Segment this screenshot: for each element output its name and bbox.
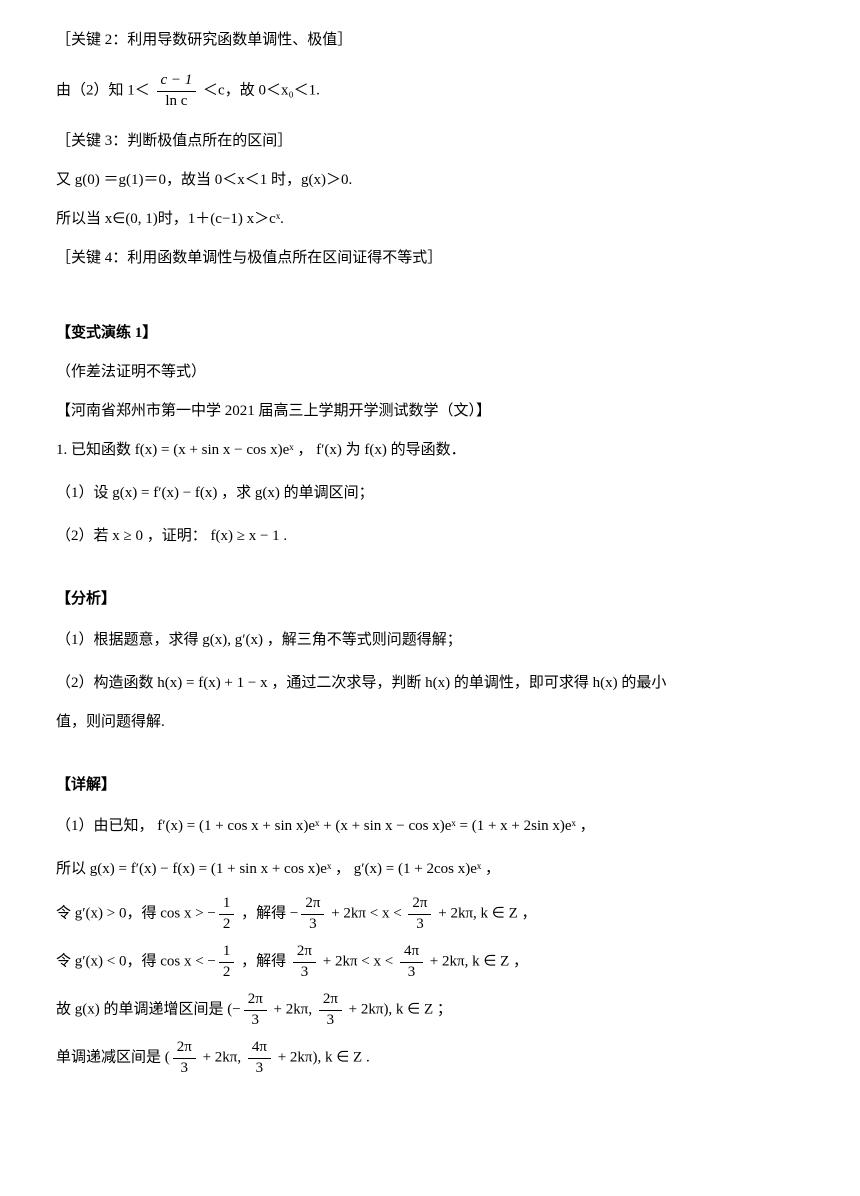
detail-5-post: + 2kπ), k ∈ Z ； (345, 1001, 452, 1017)
detail-6-mid: + 2kπ, (199, 1049, 245, 1065)
frac-half-2: 12 (219, 942, 235, 982)
line-1: 由（2）知 1＜ c − 1 ln c ＜c，故 0＜x₀＜1. (56, 71, 820, 111)
detail-4-mid: ，解得 (237, 953, 290, 969)
frac-2pi3-3: 2π3 (293, 942, 316, 982)
key-3-label: ［关键 3：判断极值点所在的区间］ (56, 125, 820, 158)
detail-3: 令 g′(x) > 0，得 cos x > −12 ，解得 −2π3 + 2kπ… (56, 894, 820, 934)
frac-4pi3-2: 4π3 (248, 1038, 271, 1078)
question-1-2: （2）若 x ≥ 0 ，证明： f(x) ≥ x − 1 . (56, 520, 820, 553)
frac-2pi3-6: 2π3 (173, 1038, 196, 1078)
analysis-title: 【分析】 (56, 583, 820, 616)
detail-4: 令 g′(x) < 0，得 cos x < −12 ，解得 2π3 + 2kπ … (56, 942, 820, 982)
frac-num: 4π (248, 1038, 271, 1059)
frac-num: 2π (319, 990, 342, 1011)
detail-3-mid2: + 2kπ < x < (327, 905, 405, 921)
detail-3-pre: 令 g′(x) > 0，得 cos x > − (56, 905, 216, 921)
line-3: 所以当 x∈(0, 1)时，1＋(c−1) x＞cˣ. (56, 203, 820, 236)
question-1: 1. 已知函数 f(x) = (x + sin x − cos x)eˣ ， f… (56, 434, 820, 467)
detail-6-post: + 2kπ), k ∈ Z . (274, 1049, 370, 1065)
detail-4-post: + 2kπ, k ∈ Z ， (426, 953, 528, 969)
key-2-label: ［关键 2：利用导数研究函数单调性、极值］ (56, 24, 820, 57)
frac-den: 2 (219, 915, 235, 935)
detail-5: 故 g(x) 的单调递增区间是 (−2π3 + 2kπ, 2π3 + 2kπ),… (56, 990, 820, 1030)
detail-1: （1）由已知， f′(x) = (1 + cos x + sin x)eˣ + … (56, 810, 820, 843)
frac-num: 1 (219, 942, 235, 963)
frac-den: 3 (293, 963, 316, 983)
detail-6: 单调递减区间是 (2π3 + 2kπ, 4π3 + 2kπ), k ∈ Z . (56, 1038, 820, 1078)
detail-2: 所以 g(x) = f′(x) − f(x) = (1 + sin x + co… (56, 853, 820, 886)
detail-3-post: + 2kπ, k ∈ Z ， (434, 905, 536, 921)
frac-num: c − 1 (157, 71, 197, 92)
detail-5-pre: 故 g(x) 的单调递增区间是 (− (56, 1001, 241, 1017)
source-line: 【河南省郑州市第一中学 2021 届高三上学期开学测试数学（文）】 (56, 395, 820, 428)
frac-den: 2 (219, 963, 235, 983)
detail-title: 【详解】 (56, 769, 820, 802)
analysis-1: （1）根据题意，求得 g(x), g′(x) ，解三角不等式则问题得解； (56, 624, 820, 657)
frac-den: 3 (400, 963, 423, 983)
frac-num: 2π (408, 894, 431, 915)
fraction-c: c − 1 ln c (157, 71, 197, 111)
variant-title: 【变式演练 1】 (56, 317, 820, 350)
key-4-label: ［关键 4：利用函数单调性与极值点所在区间证得不等式］ (56, 242, 820, 275)
detail-6-pre: 单调递减区间是 ( (56, 1049, 170, 1065)
line-2: 又 g(0) ＝g(1)＝0，故当 0＜x＜1 时，g(x)＞0. (56, 164, 820, 197)
frac-den: 3 (301, 915, 324, 935)
frac-num: 2π (244, 990, 267, 1011)
frac-num: 2π (293, 942, 316, 963)
detail-3-mid: ，解得 − (237, 905, 298, 921)
line-1-pre: 由（2）知 1＜ (56, 82, 150, 98)
frac-2pi3-1: 2π3 (301, 894, 324, 934)
frac-half-1: 12 (219, 894, 235, 934)
method-note: （作差法证明不等式） (56, 356, 820, 389)
detail-4-pre: 令 g′(x) < 0，得 cos x < − (56, 953, 216, 969)
frac-num: 2π (301, 894, 324, 915)
frac-den: 3 (319, 1011, 342, 1031)
analysis-2b: 值，则问题得解. (56, 706, 820, 739)
frac-num: 4π (400, 942, 423, 963)
detail-4-mid2: + 2kπ < x < (319, 953, 397, 969)
frac-2pi3-5: 2π3 (319, 990, 342, 1030)
frac-den: 3 (173, 1059, 196, 1079)
frac-num: 2π (173, 1038, 196, 1059)
frac-den: 3 (244, 1011, 267, 1031)
detail-5-mid: + 2kπ, (270, 1001, 316, 1017)
frac-2pi3-4: 2π3 (244, 990, 267, 1030)
frac-num: 1 (219, 894, 235, 915)
line-1-post: ＜c，故 0＜x₀＜1. (203, 82, 320, 98)
analysis-2a: （2）构造函数 h(x) = f(x) + 1 − x ，通过二次求导，判断 h… (56, 667, 820, 700)
question-1-1: （1）设 g(x) = f′(x) − f(x) ，求 g(x) 的单调区间； (56, 477, 820, 510)
frac-4pi3-1: 4π3 (400, 942, 423, 982)
frac-den: ln c (157, 92, 197, 112)
frac-2pi3-2: 2π3 (408, 894, 431, 934)
frac-den: 3 (248, 1059, 271, 1079)
frac-den: 3 (408, 915, 431, 935)
